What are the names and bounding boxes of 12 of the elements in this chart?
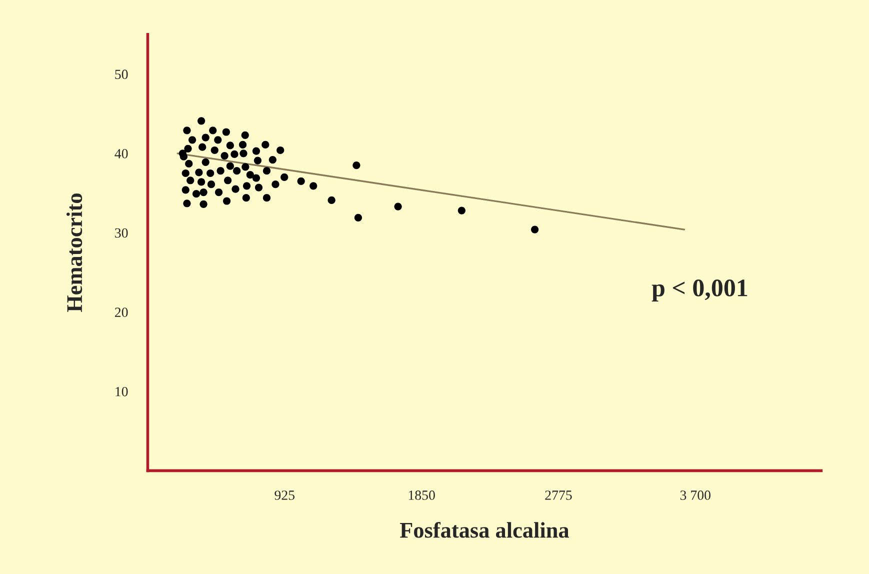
y-tick-label: 30 [115,228,128,238]
y-tick-label: 40 [114,148,128,158]
y-tick-label: 10 [116,386,128,396]
x-tick-label: 1850 [408,490,435,500]
annotation: p < 0,001 [652,280,748,302]
x-axis-title: Fosfatasa alcalina [400,522,570,538]
y-tick-label: 20 [115,308,128,318]
y-tick-label: 50 [115,70,128,80]
x-tick-label: 925 [274,490,295,500]
x-tick-label: 2775 [545,490,572,500]
y-axis-title: Hematocrito [66,194,82,312]
x-tick-label: 3 700 [680,490,710,500]
